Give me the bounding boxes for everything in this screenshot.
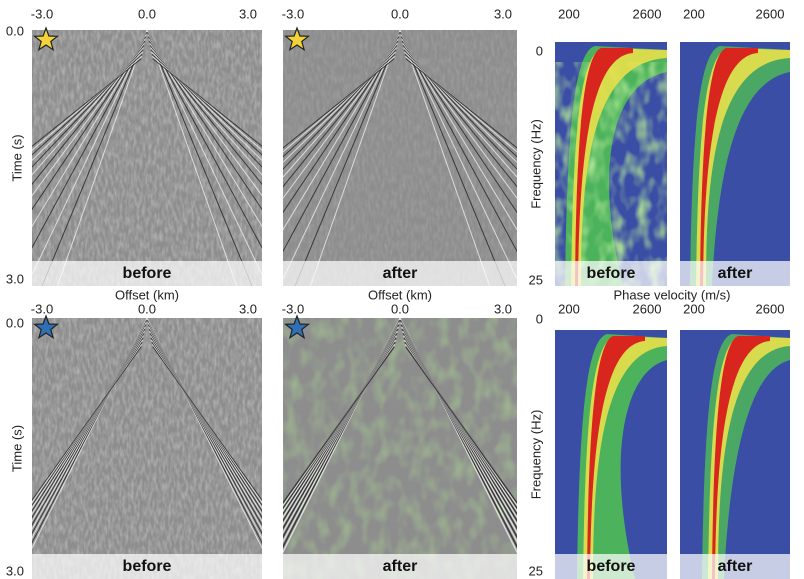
offset-axis-label: Offset (km) [115,287,179,302]
seismic-noise [32,318,262,579]
offset-tick-label: 3.0 [494,6,512,21]
offset-tick-label: -3.0 [31,6,53,21]
velocity-axis-label: Phase velocity (m/s) [613,287,730,302]
offset-tick-label: 3.0 [239,6,257,21]
frequency-axis-label: Frequency (Hz) [528,119,543,209]
panel-caption: after [383,558,418,575]
time-axis-label: Time (s) [9,425,24,472]
offset-tick-label: 0.0 [138,301,156,316]
panel-caption: before [123,265,172,282]
frequency-tick-label: 0 [536,311,543,326]
seismic-noise [283,318,517,579]
time-tick-label: 0.0 [6,315,24,330]
offset-tick-label: 0.0 [138,6,156,21]
velocity-tick-label: 2600 [633,6,662,21]
panel-caption: before [587,265,636,282]
figure: 0.0 3.0 Time (s) -3.0 0.0 3.0 before Offset (km… [0,0,804,579]
offset-tick-label: -3.0 [282,301,304,316]
page: 0.0 3.0 Time (s) -3.0 0.0 3.0 before Offset (km… [0,0,804,579]
panel-caption: after [718,265,753,282]
offset-tick-label: 0.0 [391,301,409,316]
offset-tick-label: 0.0 [391,6,409,21]
time-tick-label: 0.0 [6,23,24,38]
time-axis-label: Time (s) [9,134,24,181]
offset-tick-label: 3.0 [239,301,257,316]
velocity-tick-label: 200 [683,6,705,21]
offset-tick-label: -3.0 [282,6,304,21]
panel-caption: before [587,558,636,575]
time-tick-label: 3.0 [6,563,24,578]
panel-caption: after [383,265,418,282]
panel-caption: before [123,558,172,575]
velocity-tick-label: 2600 [756,6,785,21]
velocity-tick-label: 2600 [633,301,662,316]
frequency-axis-label: Frequency (Hz) [528,410,543,500]
velocity-tick-label: 200 [558,301,580,316]
frequency-tick-label: 0 [536,43,543,58]
offset-tick-label: 3.0 [494,301,512,316]
velocity-tick-label: 200 [558,6,580,21]
velocity-tick-label: 200 [683,301,705,316]
offset-tick-label: -3.0 [31,301,53,316]
frequency-tick-label: 25 [529,272,543,287]
frequency-tick-label: 25 [529,563,543,578]
seismic-noise [283,30,517,286]
panel-caption: after [718,558,753,575]
velocity-tick-label: 2600 [756,301,785,316]
time-tick-label: 3.0 [6,271,24,286]
offset-axis-label: Offset (km) [368,287,432,302]
